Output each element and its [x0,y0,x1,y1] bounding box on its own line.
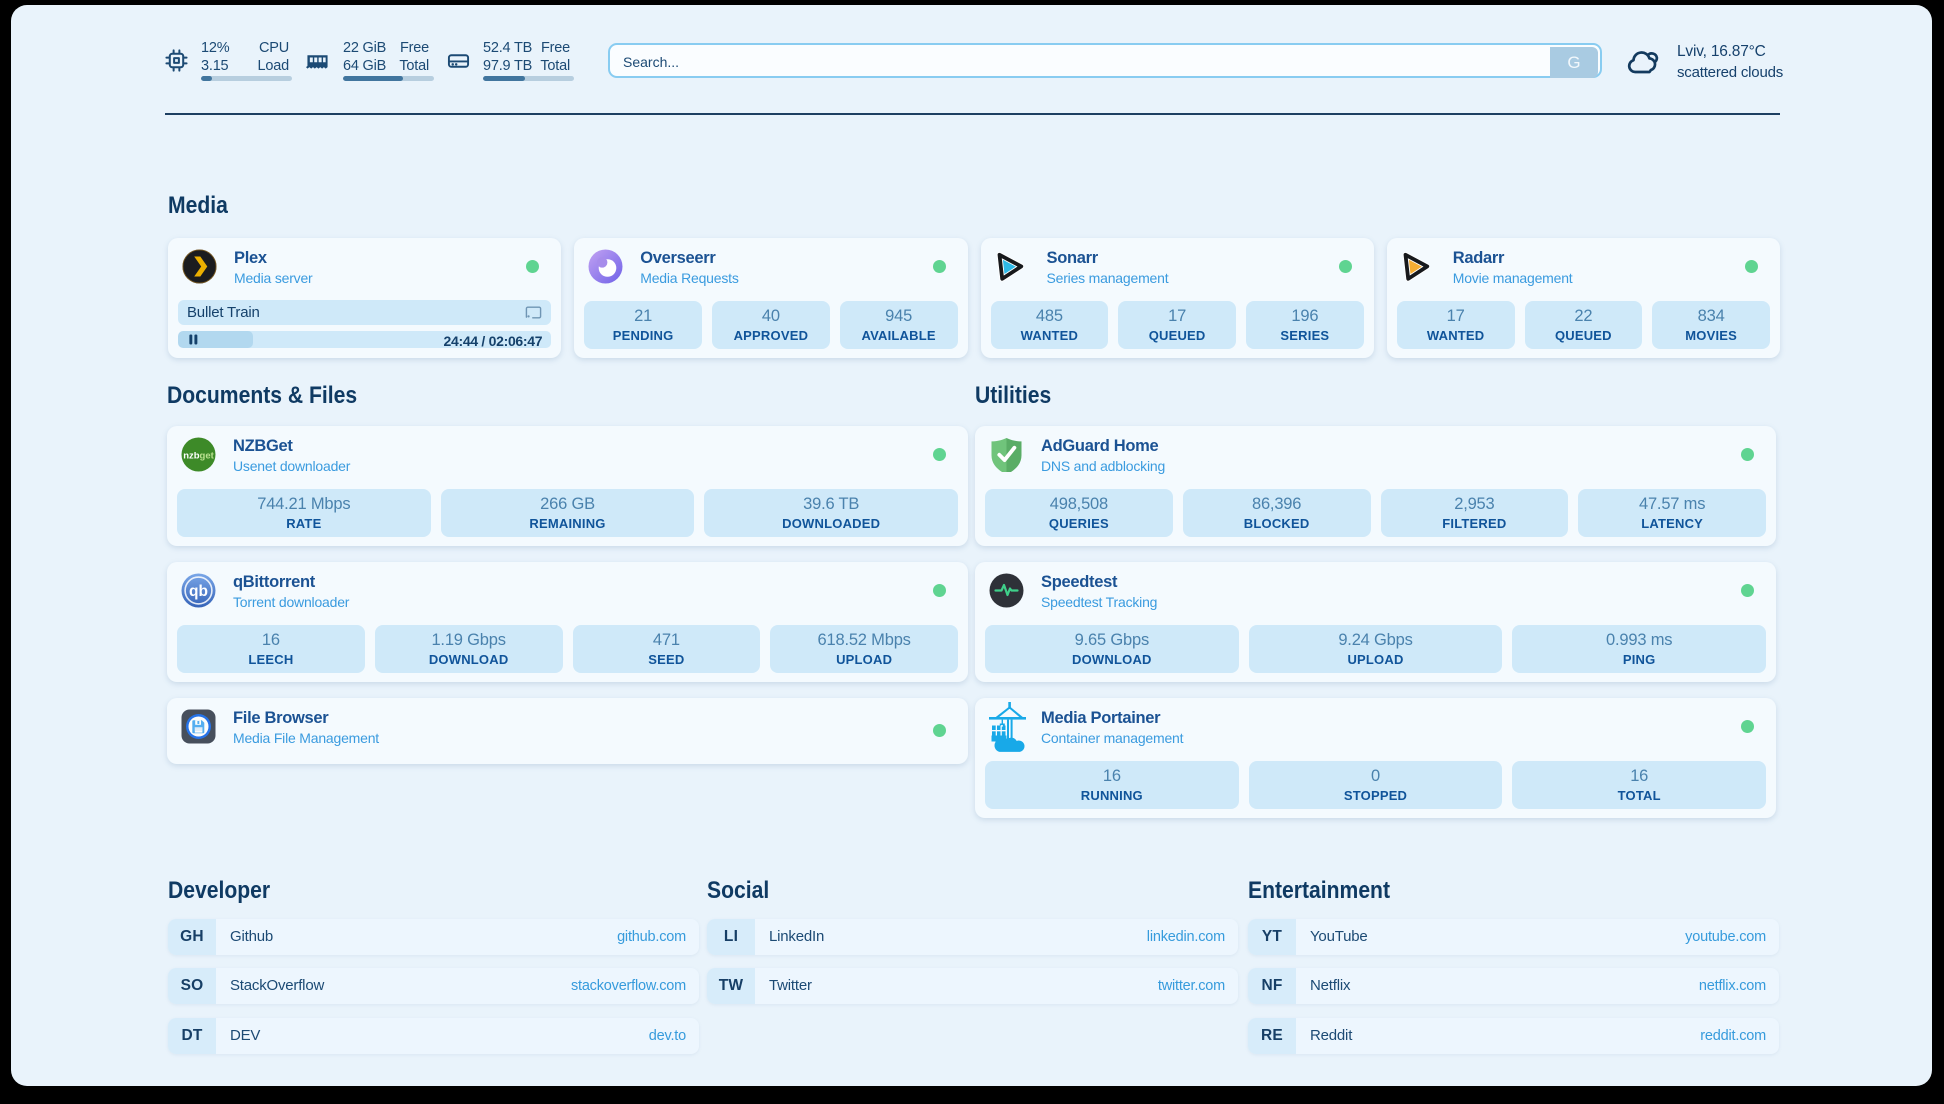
svg-text:nzbget: nzbget [183,451,214,462]
svg-text:qb: qb [189,583,208,600]
